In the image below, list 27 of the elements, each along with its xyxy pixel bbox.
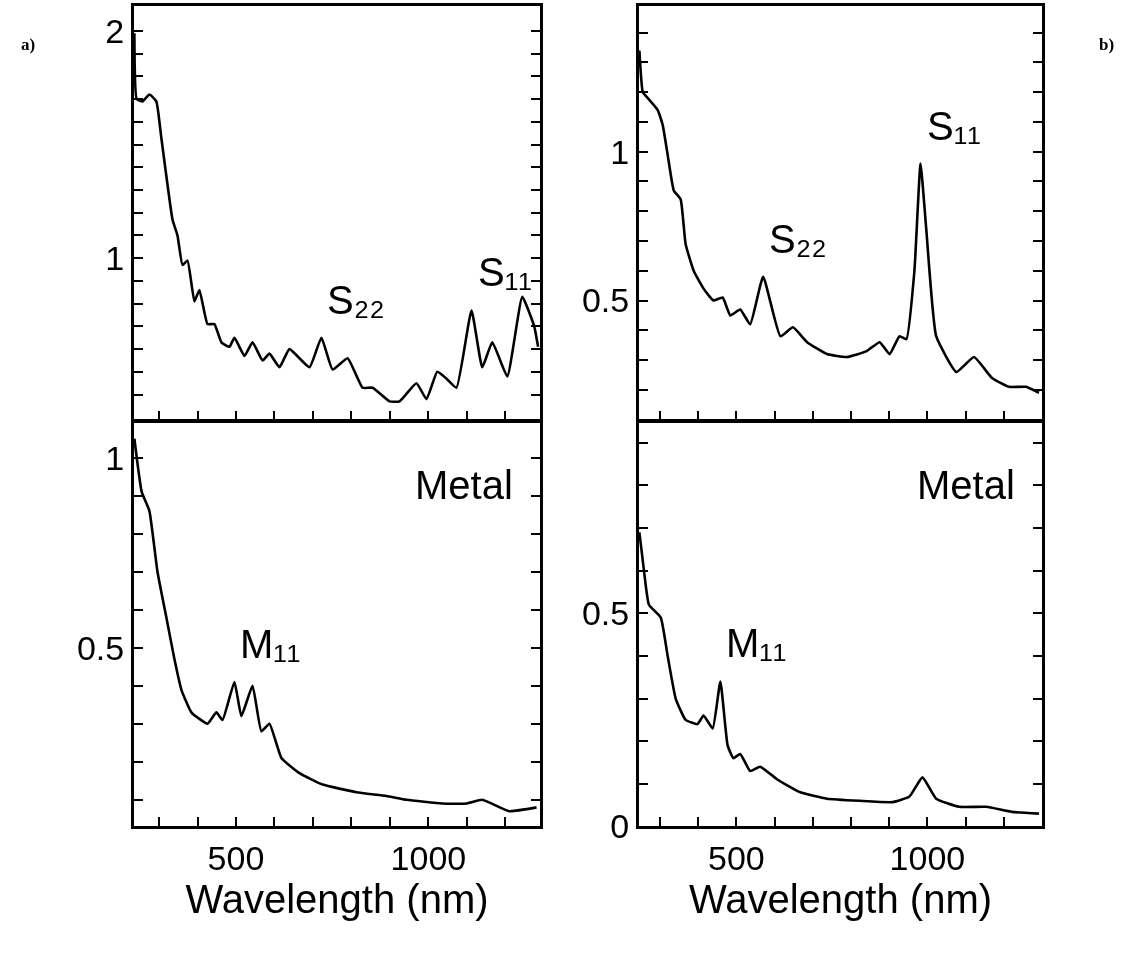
x-tick-label: 1000 <box>889 839 966 878</box>
x-axis-title: Wavelength (nm) <box>688 877 993 922</box>
text: b) <box>1099 35 1115 54</box>
x-tick-label: 1000 <box>390 839 467 878</box>
annotation: M₁₁ <box>240 622 301 666</box>
x-tick-label: 500 <box>207 839 265 878</box>
line-series <box>134 437 538 813</box>
annotation: S₂₂ <box>327 278 385 322</box>
y-tick-label: 0.5 <box>76 628 125 667</box>
annotation: Metal <box>917 463 1015 507</box>
y-tick-label: 2 <box>105 11 125 50</box>
y-tick-label: 1 <box>105 239 125 278</box>
y-tick-label: 1 <box>105 438 125 477</box>
annotation: M₁₁ <box>726 621 787 665</box>
annotation: S₂₂ <box>769 217 827 261</box>
x-tick-label: 500 <box>708 839 765 878</box>
annotation: S₁₁ <box>927 104 981 148</box>
annotation: S₁₁ <box>478 250 532 294</box>
line-series <box>639 49 1041 395</box>
x-axis-title: Wavelength (nm) <box>185 877 489 922</box>
y-tick-label: 1 <box>610 132 630 171</box>
annotation: Metal <box>415 463 513 507</box>
line-series <box>639 531 1041 815</box>
text: a) <box>21 35 36 54</box>
y-tick-label: 0.5 <box>581 281 630 320</box>
y-tick-label: 0 <box>610 807 630 846</box>
y-tick-label: 0.5 <box>581 594 630 633</box>
